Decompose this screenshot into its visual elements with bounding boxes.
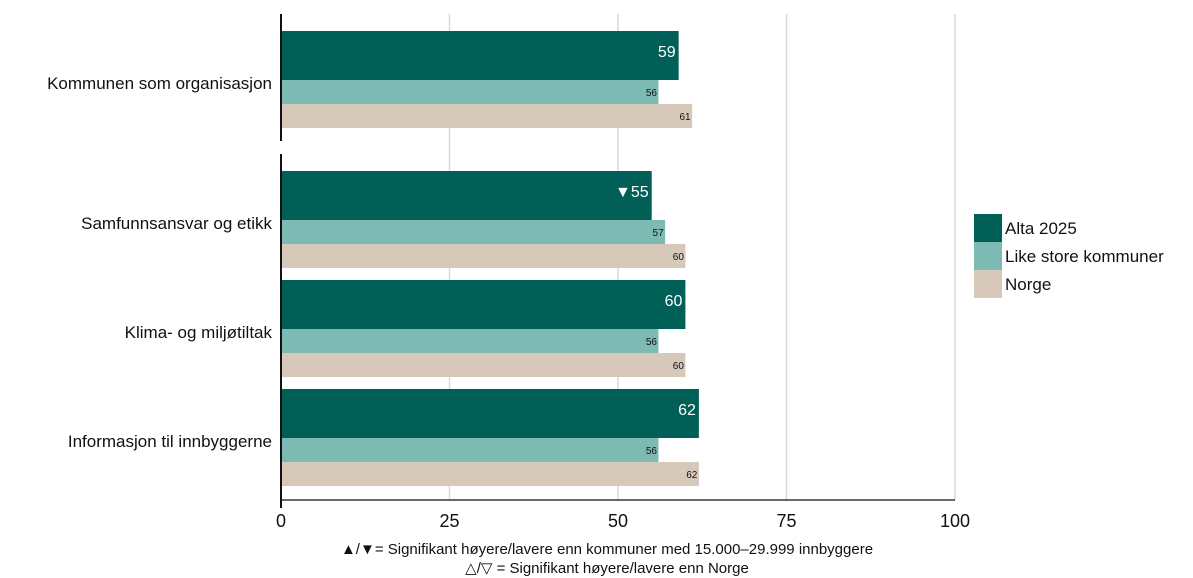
value-label-like-store-kommuner-informasjon-til-innbyggerne: 56 bbox=[646, 446, 658, 457]
category-label-kommunen-som-organisasjon: Kommunen som organisasjon bbox=[47, 74, 272, 93]
value-label-alta-2025-klima-og-miljotiltak: 60 bbox=[665, 293, 683, 310]
category-label-informasjon-til-innbyggerne: Informasjon til innbyggerne bbox=[68, 432, 272, 451]
x-tick-label-75: 75 bbox=[776, 511, 796, 531]
bar-alta-2025-samfunnsansvar-og-etikk bbox=[281, 171, 652, 220]
value-label-alta-2025-informasjon-til-innbyggerne: 62 bbox=[678, 402, 696, 419]
legend: Alta 2025 Like store kommuner Norge bbox=[974, 214, 1164, 298]
value-label-norge-kommunen-som-organisasjon: 61 bbox=[680, 112, 692, 123]
category-labels: Kommunen som organisasjon Samfunnsansvar … bbox=[47, 74, 272, 451]
bar-norge-informasjon-til-innbyggerne bbox=[281, 462, 699, 486]
x-tick-label-0: 0 bbox=[276, 511, 286, 531]
legend-swatch-like-store-kommuner bbox=[974, 242, 1002, 270]
footnote-significance-group: ▲/▼= Signifikant høyere/lavere enn kommu… bbox=[341, 541, 873, 558]
bar-like-store-kommuner-samfunnsansvar-og-etikk bbox=[281, 220, 666, 244]
tick-labels: 0 25 50 75 100 bbox=[276, 511, 970, 531]
value-label-like-store-kommuner-samfunnsansvar-og-etikk: 57 bbox=[653, 228, 665, 239]
x-tick-label-25: 25 bbox=[439, 511, 459, 531]
value-label-like-store-kommuner-kommunen-som-organisasjon: 56 bbox=[646, 88, 658, 99]
bar-like-store-kommuner-klima-og-miljotiltak bbox=[281, 329, 659, 353]
legend-label-like-store-kommuner: Like store kommuner bbox=[1005, 247, 1164, 266]
value-label-alta-2025-kommunen-som-organisasjon: 59 bbox=[658, 44, 676, 61]
footnote-significance-norway: △/▽ = Signifikant høyere/lavere enn Norg… bbox=[465, 560, 749, 577]
legend-swatch-norge bbox=[974, 270, 1002, 298]
value-label-norge-klima-og-miljotiltak: 60 bbox=[673, 361, 685, 372]
value-label-norge-informasjon-til-innbyggerne: 62 bbox=[686, 470, 698, 481]
legend-label-alta-2025: Alta 2025 bbox=[1005, 219, 1077, 238]
bar-alta-2025-informasjon-til-innbyggerne bbox=[281, 389, 699, 438]
bar-alta-2025-kommunen-som-organisasjon bbox=[281, 31, 679, 80]
value-label-norge-samfunnsansvar-og-etikk: 60 bbox=[673, 252, 685, 263]
bar-like-store-kommuner-informasjon-til-innbyggerne bbox=[281, 438, 659, 462]
bar-alta-2025-klima-og-miljotiltak bbox=[281, 280, 686, 329]
category-label-klima-og-miljotiltak: Klima- og miljøtiltak bbox=[125, 323, 273, 342]
bar-norge-samfunnsansvar-og-etikk bbox=[281, 244, 686, 268]
value-label-like-store-kommuner-klima-og-miljotiltak: 56 bbox=[646, 337, 658, 348]
bar-norge-klima-og-miljotiltak bbox=[281, 353, 686, 377]
x-tick-label-50: 50 bbox=[608, 511, 628, 531]
bars-group: 59 56 61 ▼55 57 60 60 56 60 62 56 62 bbox=[281, 31, 699, 486]
x-tick-label-100: 100 bbox=[940, 511, 970, 531]
bar-norge-kommunen-som-organisasjon bbox=[281, 104, 693, 128]
bar-like-store-kommuner-kommunen-som-organisasjon bbox=[281, 80, 659, 104]
category-label-samfunnsansvar-og-etikk: Samfunnsansvar og etikk bbox=[81, 214, 272, 233]
axes-group bbox=[280, 14, 955, 508]
value-label-alta-2025-samfunnsansvar-og-etikk: ▼55 bbox=[615, 184, 649, 201]
legend-label-norge: Norge bbox=[1005, 275, 1051, 294]
legend-swatch-alta-2025 bbox=[974, 214, 1002, 242]
